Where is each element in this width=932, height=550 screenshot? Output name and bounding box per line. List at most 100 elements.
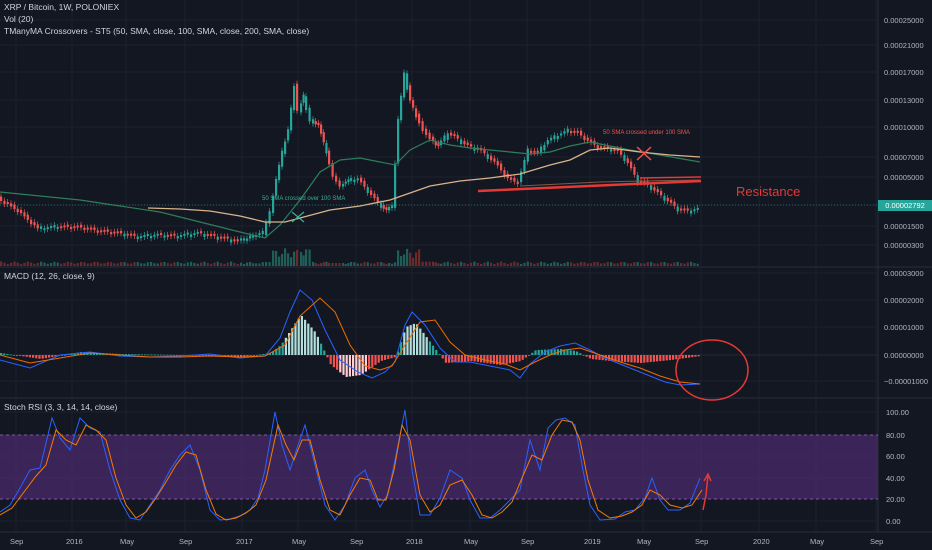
- cross-over-marker[interactable]: [291, 211, 305, 223]
- macd-bar: [361, 355, 364, 374]
- volume-bar: [403, 254, 406, 266]
- candle: [146, 233, 149, 237]
- macd-bar: [211, 355, 214, 357]
- candle: [446, 133, 449, 140]
- macd-bar: [48, 355, 51, 358]
- macd-bar: [323, 350, 326, 355]
- volume-bar: [353, 262, 356, 266]
- candle: [56, 226, 59, 229]
- cross-under-marker[interactable]: [636, 146, 652, 161]
- candle: [382, 205, 385, 209]
- volume-bar: [640, 263, 643, 266]
- candle: [183, 233, 186, 236]
- volume-bar: [26, 261, 29, 266]
- price-candles[interactable]: [0, 69, 699, 246]
- volume-bar: [421, 261, 424, 266]
- macd-bar: [73, 353, 76, 355]
- candle: [503, 170, 506, 176]
- macd-bar: [76, 352, 79, 355]
- candle: [580, 130, 583, 136]
- price-tick: 0.00010000: [884, 123, 924, 132]
- macd-bar: [252, 355, 255, 356]
- candle: [412, 100, 415, 108]
- candle: [470, 144, 473, 147]
- macd-bar: [310, 327, 313, 355]
- macd-bar: [172, 354, 175, 356]
- volume-bar: [382, 263, 385, 266]
- volume-bar: [261, 262, 264, 266]
- macd-bar: [371, 355, 374, 368]
- volume-bar: [281, 253, 284, 266]
- candle: [663, 195, 666, 201]
- volume-bar: [453, 263, 456, 266]
- candle: [143, 235, 146, 238]
- macd-tick: 0.00000000: [884, 351, 924, 360]
- candle: [13, 204, 16, 209]
- volume-bar: [173, 262, 176, 266]
- volume-bar: [660, 262, 663, 266]
- candle: [403, 72, 406, 98]
- macd-bar: [627, 355, 630, 363]
- candle: [320, 124, 323, 134]
- macd-bar: [448, 355, 451, 363]
- macd-bar: [249, 355, 252, 356]
- candle: [36, 224, 39, 229]
- volume-bar: [314, 262, 317, 266]
- candle: [391, 205, 394, 209]
- macd-bar: [278, 346, 281, 355]
- candle: [150, 235, 153, 239]
- macd-bar: [502, 355, 505, 365]
- candle: [140, 236, 143, 239]
- candle: [16, 208, 19, 213]
- candle: [153, 234, 156, 237]
- resistance-line[interactable]: [477, 179, 702, 193]
- volume-bar: [252, 263, 255, 266]
- volume-bar: [140, 263, 143, 266]
- candle: [526, 148, 529, 162]
- macd-bar: [332, 355, 335, 368]
- volume-bar: [480, 263, 483, 266]
- macd-bar: [380, 355, 383, 361]
- candle: [496, 160, 499, 166]
- candle: [66, 224, 69, 227]
- volume-bar: [363, 262, 366, 266]
- macd-highlight-circle[interactable]: [675, 339, 749, 401]
- macd-bar: [214, 355, 217, 357]
- volume-bar: [563, 263, 566, 266]
- volume-bar: [46, 263, 49, 266]
- volume-bar: [603, 263, 606, 266]
- volume-bar: [506, 263, 509, 266]
- volume-bar: [686, 262, 689, 266]
- macd-bar: [227, 355, 230, 357]
- macd-bar: [652, 355, 655, 362]
- macd-line: [0, 289, 701, 386]
- volume-bar: [610, 262, 613, 266]
- candle: [453, 133, 456, 137]
- macd-bar: [681, 355, 684, 359]
- volume-bar: [409, 252, 412, 266]
- volume-bar: [360, 263, 363, 266]
- time-tick: Sep: [10, 537, 23, 546]
- macd-bar: [537, 349, 540, 355]
- candle: [409, 85, 412, 101]
- candle: [312, 119, 315, 124]
- candle: [463, 140, 466, 145]
- volume-bar: [150, 262, 153, 266]
- volume-bar: [630, 263, 633, 266]
- candle: [93, 227, 96, 231]
- macd-legend: MACD (12, 26, close, 9): [4, 271, 95, 281]
- candle: [300, 103, 303, 113]
- volume-bar: [96, 262, 99, 266]
- candle: [546, 140, 549, 145]
- macd-bar: [595, 355, 598, 360]
- candle: [397, 118, 400, 164]
- candle: [252, 235, 255, 238]
- resistance-line-upper[interactable]: [639, 176, 702, 179]
- volume-bar: [240, 262, 243, 266]
- candle: [493, 158, 496, 162]
- volume-bar: [193, 263, 196, 266]
- volume-bar: [230, 261, 233, 266]
- stoch-arrow[interactable]: [702, 474, 709, 511]
- macd-bar: [300, 315, 303, 355]
